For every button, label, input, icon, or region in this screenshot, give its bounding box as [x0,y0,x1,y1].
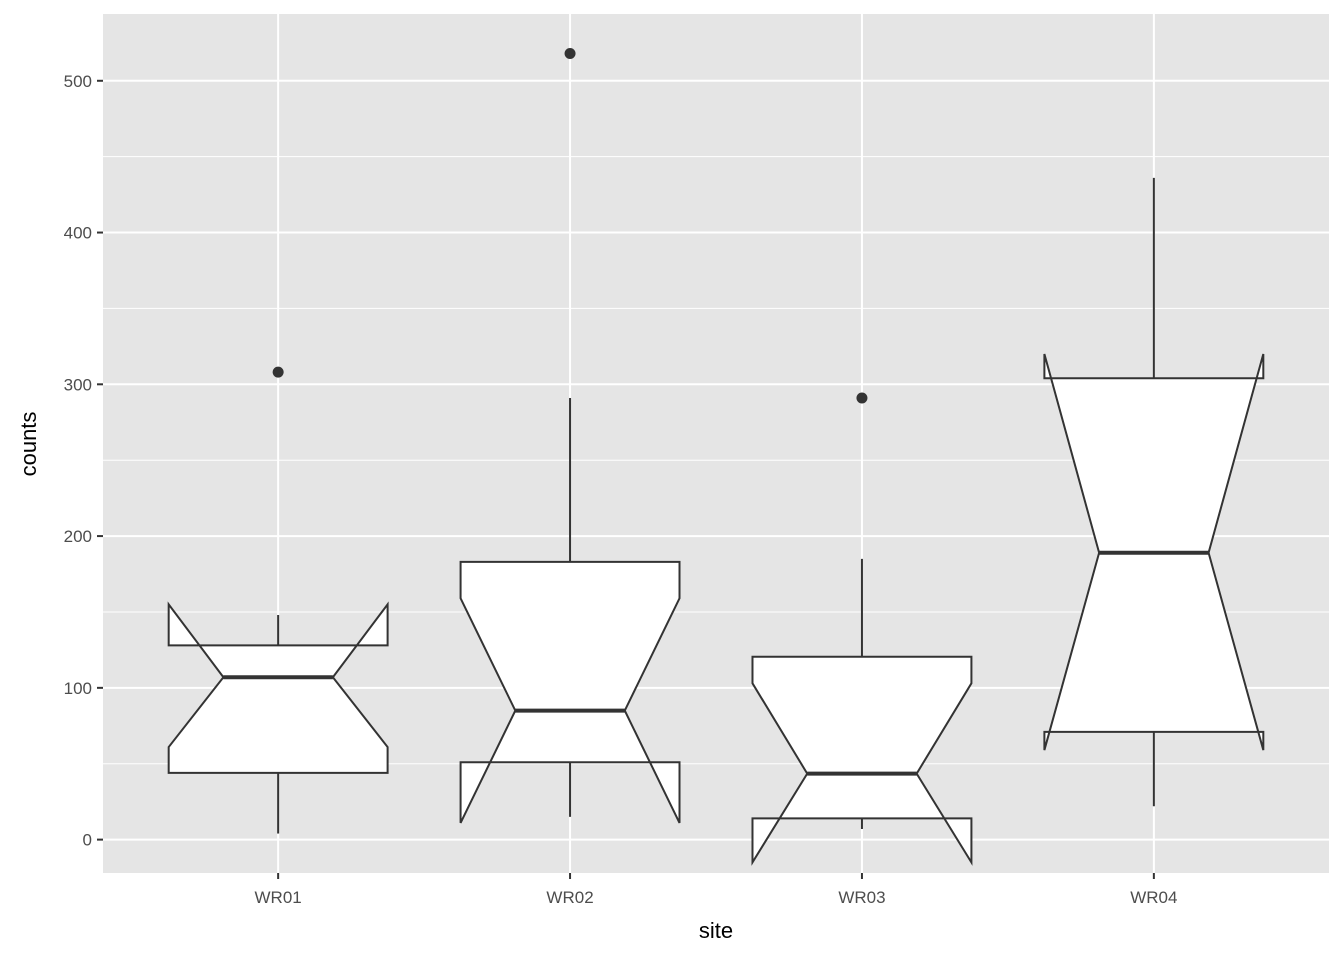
outlier-point [272,366,284,378]
x-tick-label: WR04 [1130,888,1177,907]
y-axis-label: counts [16,412,41,477]
y-tick-label: 400 [64,224,92,243]
box-WR03 [751,655,973,866]
y-tick-label: 200 [64,527,92,546]
x-tick-label: WR02 [546,888,593,907]
box-WR01 [167,601,389,774]
x-tick-label: WR03 [838,888,885,907]
boxes [167,47,1265,866]
outlier-point [856,392,868,404]
box-WR02 [459,560,681,824]
axes: 0 100 200 300 400 500 WR01 WR02 WR03 WR04 [64,72,1178,907]
y-tick-label: 0 [83,831,92,850]
y-tick-label: 100 [64,679,92,698]
y-tick-label: 500 [64,72,92,91]
outlier-point [564,47,576,59]
y-tick-label: 300 [64,375,92,394]
x-tick-label: WR01 [255,888,302,907]
x-axis-label: site [699,918,733,943]
